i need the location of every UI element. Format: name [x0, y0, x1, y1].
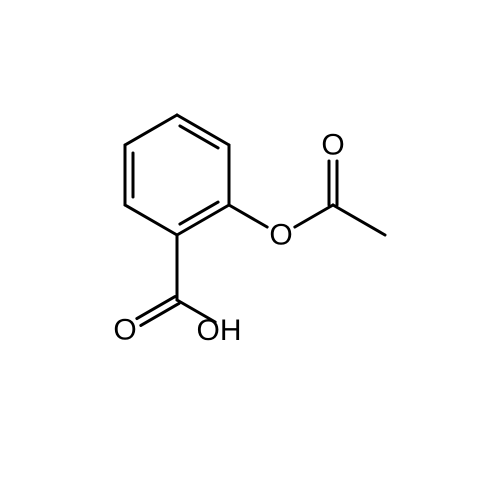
- atom-label: O: [113, 314, 136, 347]
- atom-label: OH: [196, 314, 241, 347]
- bond-line: [229, 205, 267, 227]
- bond-line: [333, 205, 385, 235]
- bond-line: [125, 115, 177, 145]
- atom-label: O: [321, 129, 344, 162]
- bond-line: [125, 205, 177, 235]
- atom-label: O: [269, 219, 292, 252]
- bond-line: [295, 205, 333, 227]
- chemical-structure-diagram: O OH O O: [0, 0, 500, 500]
